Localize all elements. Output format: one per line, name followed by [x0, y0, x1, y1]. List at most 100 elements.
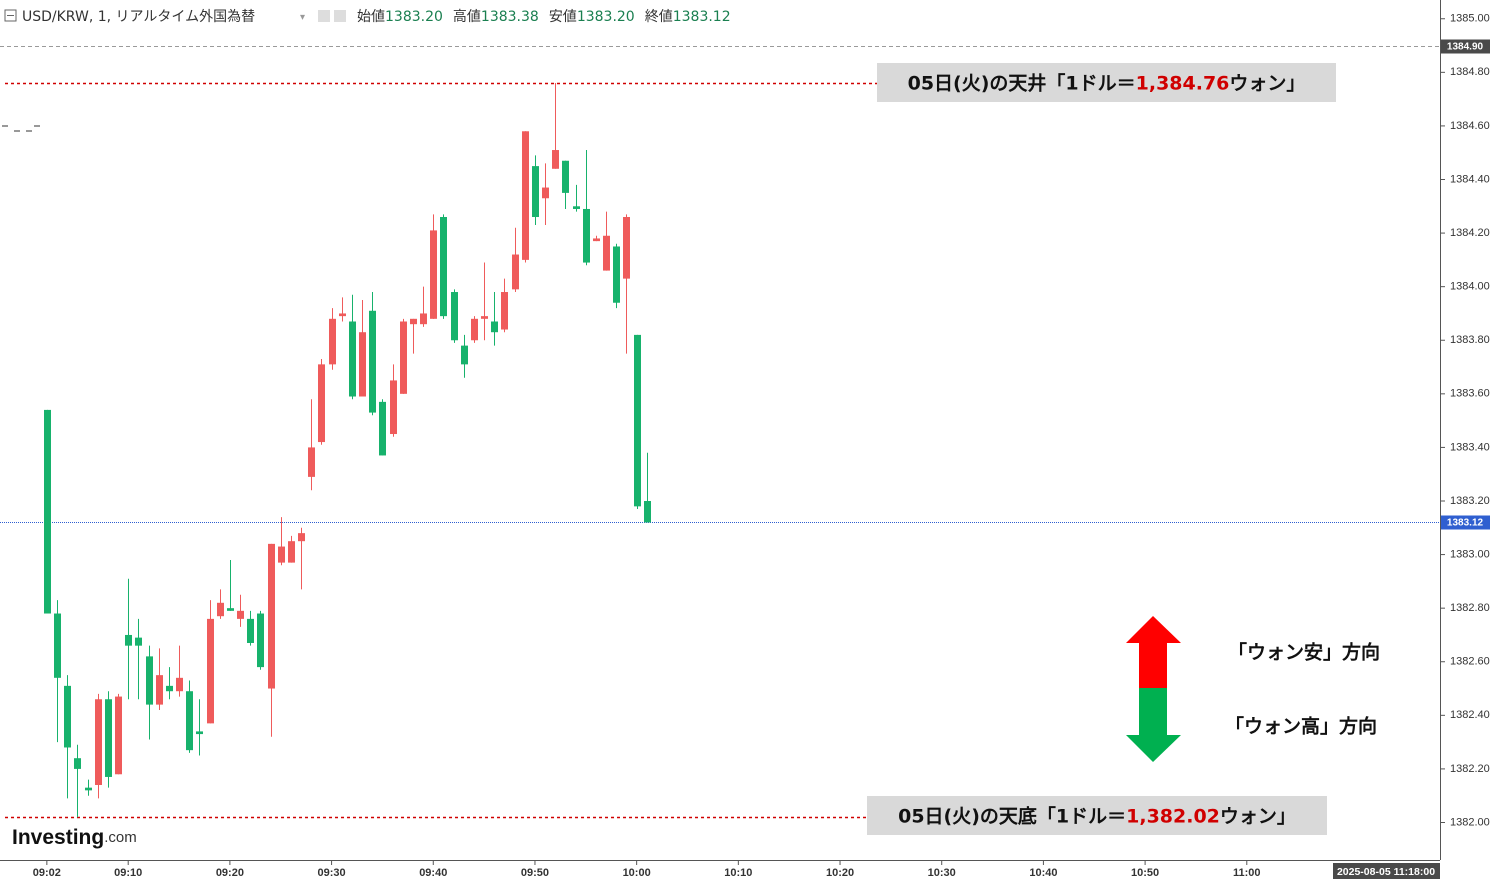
x-tick-label: 10:20 — [826, 867, 854, 879]
candle-body — [461, 345, 468, 365]
candle-body — [369, 310, 376, 413]
settings-icon[interactable] — [318, 10, 330, 22]
candle-body — [207, 618, 214, 724]
annotation-box — [867, 796, 1327, 835]
candle-body — [85, 787, 92, 791]
y-tick-label: 1384.00 — [1450, 281, 1490, 293]
candle-body — [349, 321, 356, 397]
candle-body — [573, 206, 580, 209]
candle-body — [603, 235, 610, 271]
candle-body — [217, 602, 224, 617]
y-tick-label: 1382.20 — [1450, 763, 1490, 775]
candle-body — [451, 292, 458, 341]
y-tick-label: 1384.20 — [1450, 227, 1490, 239]
logo: Investing.com — [12, 826, 137, 849]
candle-body — [237, 610, 244, 619]
annotation: 05日(火)の天底「1ドル＝1,382.02ウォン」 — [898, 804, 1296, 827]
chart-title: USD/KRW, 1, リアルタイム外国為替 — [22, 9, 255, 25]
x-tick-label: 11:00 — [1233, 867, 1261, 879]
x-tick-label: 09:20 — [216, 867, 244, 879]
candle-body — [471, 318, 478, 341]
candle-body — [623, 217, 630, 279]
down-arrow — [1126, 688, 1181, 762]
candle-body — [440, 217, 447, 317]
price-tag-label: 1383.12 — [1447, 518, 1484, 529]
ohlc-value: 1383.20 — [577, 9, 635, 25]
ohlc-value: 1383.20 — [385, 9, 443, 25]
x-tick-label: 10:50 — [1131, 867, 1159, 879]
candle-body — [562, 160, 569, 193]
candle-body — [552, 150, 559, 169]
candle-body — [390, 380, 397, 435]
candle-body — [491, 321, 498, 333]
y-tick-label: 1384.60 — [1450, 120, 1490, 132]
candle-body — [54, 613, 61, 678]
candle-body — [410, 318, 417, 325]
annotation-text: 05日(火)の天底「1ドル＝ — [898, 804, 1126, 827]
ohlc-header: 始値1383.20 高値1383.38 安値1383.20 終値1383.12 — [357, 8, 731, 25]
x-tick-label: 09:50 — [521, 867, 549, 879]
date-tag — [1333, 863, 1440, 879]
candle-body — [501, 292, 508, 330]
x-tick-label: 10:30 — [928, 867, 956, 879]
candle-body — [593, 238, 600, 242]
y-tick-label: 1384.40 — [1450, 173, 1490, 185]
direction-label: 「ウォン高」方向 — [1225, 715, 1377, 738]
candle-body — [308, 447, 315, 477]
candle-body — [268, 543, 275, 689]
logo-main: Investing — [12, 826, 104, 849]
candle-body — [298, 533, 305, 542]
x-tick-label: 10:10 — [724, 867, 752, 879]
y-tick-label: 1382.60 — [1450, 656, 1490, 668]
candle-body — [156, 675, 163, 705]
x-tick-label: 10:40 — [1029, 867, 1057, 879]
y-tick-label: 1385.00 — [1450, 13, 1490, 25]
candle-body — [115, 696, 122, 775]
candle-body — [64, 685, 71, 748]
candle-body — [166, 685, 173, 692]
candle-body — [196, 731, 203, 735]
candle-body — [400, 321, 407, 394]
candle-body — [105, 699, 112, 777]
candle-body — [339, 313, 346, 317]
direction-label: 「ウォン安」方向 — [1228, 641, 1380, 664]
candle-body — [542, 187, 549, 199]
candle-body — [176, 677, 183, 692]
ohlc-label: 終値 — [645, 9, 673, 25]
annotation-text: 05日(火)の天井「1ドル＝ — [908, 71, 1136, 94]
settings-icon[interactable] — [334, 10, 346, 22]
indicator-stub — [2, 125, 40, 132]
candle-body — [532, 166, 539, 218]
candle-body — [512, 254, 519, 290]
annotation-text: ウォン」 — [1220, 805, 1296, 827]
candle-body — [125, 634, 132, 646]
ohlc-value: 1383.38 — [481, 9, 539, 25]
candle-body — [634, 334, 641, 507]
y-tick-label: 1382.80 — [1450, 602, 1490, 614]
ohlc-value: 1383.12 — [673, 9, 731, 25]
collapse-icon[interactable] — [4, 9, 17, 22]
x-tick-label: 09:02 — [33, 867, 61, 879]
logo-suffix: .com — [104, 829, 137, 846]
ohlc-label: 高値 — [453, 8, 481, 25]
candle-body — [379, 401, 386, 456]
y-tick-label: 1383.40 — [1450, 441, 1490, 453]
annotation-value: 1,384.76 — [1136, 72, 1230, 94]
y-tick-label: 1382.00 — [1450, 816, 1490, 828]
dropdown-icon[interactable]: ▾ — [300, 12, 305, 23]
candle-body — [420, 313, 427, 325]
candle-body — [257, 613, 264, 668]
annotation-box — [877, 63, 1336, 102]
y-tick-label: 1383.60 — [1450, 388, 1490, 400]
candle-body — [135, 637, 142, 646]
candle-body — [318, 364, 325, 443]
y-tick-label: 1383.20 — [1450, 495, 1490, 507]
date-label: 2025-08-05 11:18:00 — [1337, 866, 1435, 878]
candle-body — [186, 691, 193, 751]
price-tag — [1441, 515, 1490, 530]
ohlc-label: 安値 — [549, 9, 577, 25]
candle-body — [227, 608, 234, 611]
